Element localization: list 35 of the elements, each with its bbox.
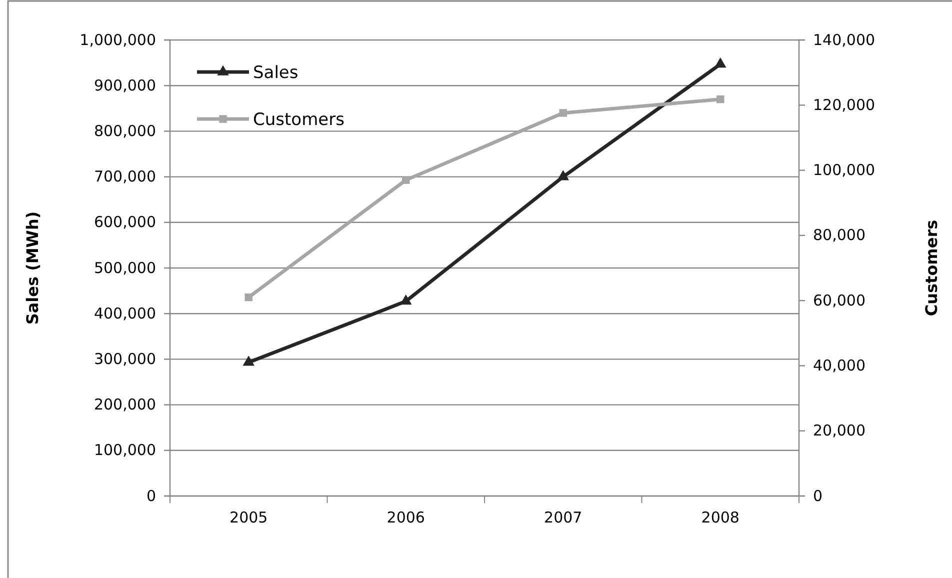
y-tick-label: 200,000 <box>94 396 156 414</box>
y-tick-label: 1,000,000 <box>80 30 156 49</box>
point <box>714 57 726 68</box>
x-tick-label: 2007 <box>544 508 582 527</box>
y2-tick-label: 140,000 <box>813 30 876 49</box>
x-tick-label: 2006 <box>386 508 425 527</box>
y-tick-label: 400,000 <box>94 304 156 322</box>
y-axis-title: Sales (MWh) <box>23 211 42 325</box>
point <box>244 293 252 302</box>
point <box>716 95 724 104</box>
y-tick-label: 900,000 <box>94 76 156 94</box>
legend-label: Customers <box>253 110 345 130</box>
legend-label: Sales <box>253 63 298 83</box>
y2-tick-label: 40,000 <box>813 356 866 375</box>
point <box>402 176 410 184</box>
x-tick-label: 2008 <box>701 508 740 527</box>
y-tick-label: 500,000 <box>94 258 156 277</box>
y-tick-label: 0 <box>146 486 156 505</box>
y-tick-label: 600,000 <box>94 213 156 232</box>
y-tick-label: 800,000 <box>94 122 156 140</box>
y2-tick-label: 60,000 <box>813 291 866 310</box>
point <box>242 356 255 366</box>
x-tick-label: 2005 <box>230 508 268 527</box>
point <box>559 109 567 117</box>
y-tick-label: 300,000 <box>94 350 156 368</box>
point <box>400 294 412 305</box>
y2-tick-label: 0 <box>813 486 823 505</box>
y2-tick-label: 20,000 <box>813 422 866 440</box>
y2-axis-title: Customers <box>922 220 941 316</box>
y-tick-label: 100,000 <box>94 441 156 460</box>
point <box>557 170 570 180</box>
y2-tick-label: 120,000 <box>813 96 876 114</box>
y2-tick-label: 80,000 <box>813 226 866 244</box>
y-tick-label: 700,000 <box>94 168 156 186</box>
y2-tick-label: 100,000 <box>813 161 876 180</box>
